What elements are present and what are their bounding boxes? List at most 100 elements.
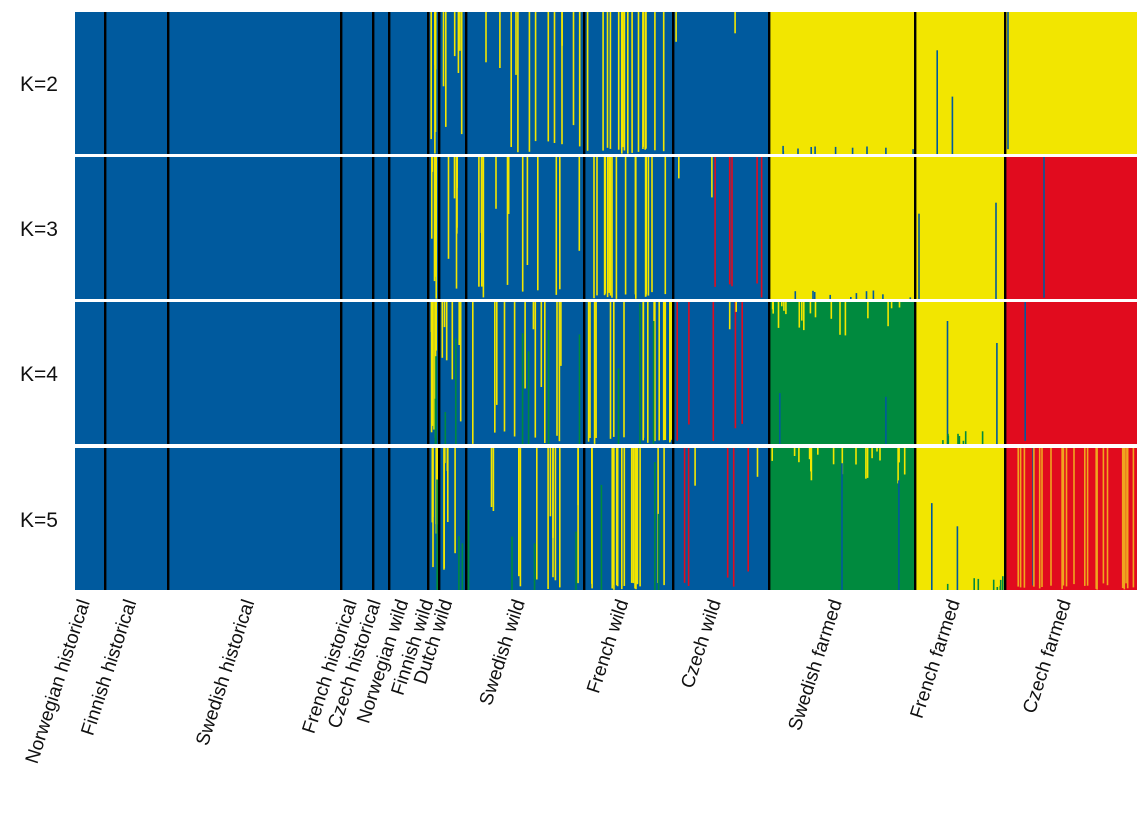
population-separator [340,12,343,154]
population-separator [672,448,675,590]
admixture-bar [430,12,432,140]
admixture-bar [1061,448,1063,590]
segment-swedish-farmed-k4 [769,302,915,444]
admixture-bar [623,302,625,438]
population-label-french-farmed: French farmed [907,597,965,721]
segment-french-wild-k3 [584,157,673,299]
admixture-bar [1065,448,1068,587]
admixture-bar [609,157,612,296]
admixture-bar [433,302,435,430]
population-separator [372,12,375,154]
admixture-bar [872,290,875,299]
admixture-bar [556,302,558,436]
admixture-bar [460,12,463,135]
admixture-bar [511,536,513,590]
segment-norwegian-historical-k5 [75,448,105,590]
admixture-bar [442,12,445,87]
admixture-bar [600,484,603,590]
population-separator [427,448,430,590]
admixture-bar [1019,448,1022,588]
admixture-bar [887,302,889,327]
admixture-bar [602,12,604,151]
segment-french-historical-k4 [341,302,373,444]
admixture-bar [561,12,563,145]
admixture-bar [942,440,944,444]
admixture-bar [589,302,591,438]
admixture-bar [841,463,843,590]
admixture-bar [850,297,852,299]
admixture-bar [760,157,763,298]
segment-french-historical-k2 [341,12,373,154]
population-separator [104,302,107,444]
admixture-bar [578,157,581,251]
admixture-bar [1102,448,1105,584]
admixture-bar [798,302,801,328]
admixture-bar [867,302,869,319]
population-separator [388,448,391,590]
admixture-bar [866,448,869,478]
admixture-bar [936,50,938,154]
population-label-swedish-historical: Swedish historical [192,597,259,748]
admixture-bar [503,302,506,432]
admixture-bar [517,12,519,153]
population-separator [438,448,441,590]
population-label-swedish-farmed: Swedish farmed [785,597,847,733]
admixture-bar [958,436,961,444]
row-label: K=5 [20,509,58,532]
admixture-bar [456,157,458,228]
segment-czech-wild-k4 [673,302,769,444]
admixture-bar [794,291,797,299]
admixture-bar [962,440,965,444]
admixture-bar [999,579,1002,590]
admixture-bar [977,578,980,590]
admixture-bar [611,448,613,589]
population-separator [672,302,675,444]
admixture-bar [623,12,626,151]
admixture-bar [555,157,558,295]
admixture-bar [499,12,501,68]
admixture-bar [839,302,841,335]
admixture-bar [636,448,639,585]
admixture-bar [547,448,549,589]
admixture-bar [595,302,597,438]
segment-czech-farmed-k4 [1005,302,1137,444]
admixture-bar [772,302,774,314]
admixture-bar [885,396,887,444]
admixture-bar [694,448,696,486]
admixture-bar [973,578,975,590]
admixture-bar [447,448,449,522]
admixture-bar [808,448,811,460]
admixture-bar [876,448,878,452]
admixture-bar [1126,448,1129,589]
admixture-bar [432,448,434,518]
admixture-bar [482,157,485,298]
population-separator [465,448,468,590]
segment-czech-historical-k3 [373,157,389,299]
admixture-bar [604,157,606,294]
admixture-bar [956,526,959,590]
admixture-bar [645,12,647,149]
admixture-bar [507,157,510,214]
admixture-bar [634,157,637,295]
admixture-bar [572,12,575,126]
admixture-bar [782,150,785,154]
admixture-bar [609,12,612,149]
admixture-bar [578,12,581,147]
admixture-bar [642,12,644,149]
admixture-bar [506,157,509,285]
admixture-bar [455,338,457,444]
admixture-bar [611,157,613,298]
admixture-bar [810,147,812,154]
segment-czech-farmed-k5 [1005,448,1137,590]
admixture-bar [657,513,660,590]
admixture-bar [559,157,561,290]
segment-norwegian-historical-k4 [75,302,105,444]
admixture-bar [435,157,437,299]
admixture-bar [434,12,437,70]
admixture-bar [524,302,526,389]
admixture-bar [527,351,530,444]
admixture-bar [472,302,474,444]
admixture-bar [898,302,901,308]
admixture-bar [478,157,480,287]
admixture-bar [559,448,561,588]
